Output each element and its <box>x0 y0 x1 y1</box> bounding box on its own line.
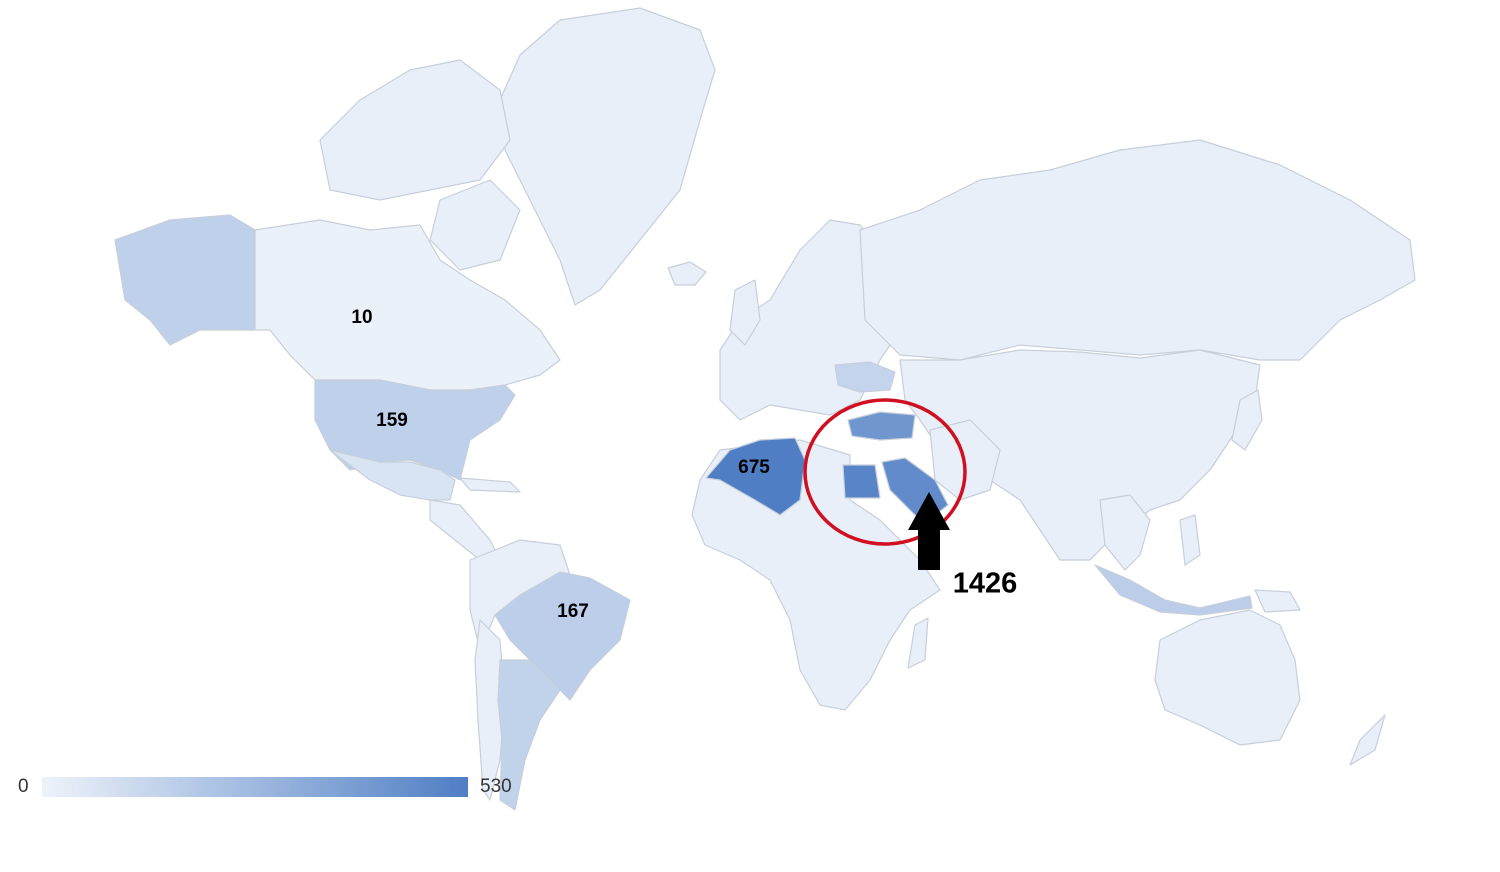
algeria-count-label: 675 <box>738 457 770 478</box>
papua[interactable] <box>1254 589 1301 613</box>
middle-east-count-label: 1426 <box>952 567 1018 600</box>
region-canada[interactable] <box>254 219 561 391</box>
new-zealand[interactable] <box>1349 714 1386 766</box>
iceland[interactable] <box>667 261 707 286</box>
madagascar[interactable] <box>907 617 929 669</box>
region-mexico[interactable] <box>329 449 456 501</box>
legend-min-label: 0 <box>18 776 29 797</box>
central-america[interactable] <box>429 499 501 561</box>
russia[interactable] <box>859 139 1416 361</box>
usa-count-label: 159 <box>376 410 408 431</box>
region-algeria[interactable] <box>705 437 806 516</box>
base-landmasses <box>319 7 1416 801</box>
arrow-up-icon <box>908 492 950 570</box>
baffin-island[interactable] <box>429 179 521 271</box>
southeast-asia[interactable] <box>1099 494 1151 571</box>
brazil-count-label: 167 <box>557 601 589 622</box>
valued-regions <box>114 214 1253 811</box>
highlight-circle <box>803 398 967 546</box>
region-usa[interactable] <box>314 379 516 481</box>
region-argentina[interactable] <box>497 659 561 811</box>
australia[interactable] <box>1154 609 1301 746</box>
region-ukraine[interactable] <box>834 361 896 393</box>
region-alaska[interactable] <box>114 214 256 346</box>
uk[interactable] <box>729 279 761 346</box>
africa[interactable] <box>691 439 941 711</box>
region-indonesia[interactable] <box>1094 564 1253 616</box>
region-brazil[interactable] <box>494 571 631 701</box>
greenland[interactable] <box>499 7 716 306</box>
legend-color-scale <box>42 777 468 797</box>
region-turkey[interactable] <box>847 411 916 441</box>
philippines[interactable] <box>1179 514 1201 566</box>
caribbean[interactable] <box>459 477 521 493</box>
canada-count-label: 10 <box>351 307 373 328</box>
japan[interactable] <box>1231 389 1263 451</box>
legend-max-label: 530 <box>480 776 512 797</box>
region-egypt[interactable] <box>842 464 881 499</box>
canadian-arctic-islands[interactable] <box>319 59 511 201</box>
